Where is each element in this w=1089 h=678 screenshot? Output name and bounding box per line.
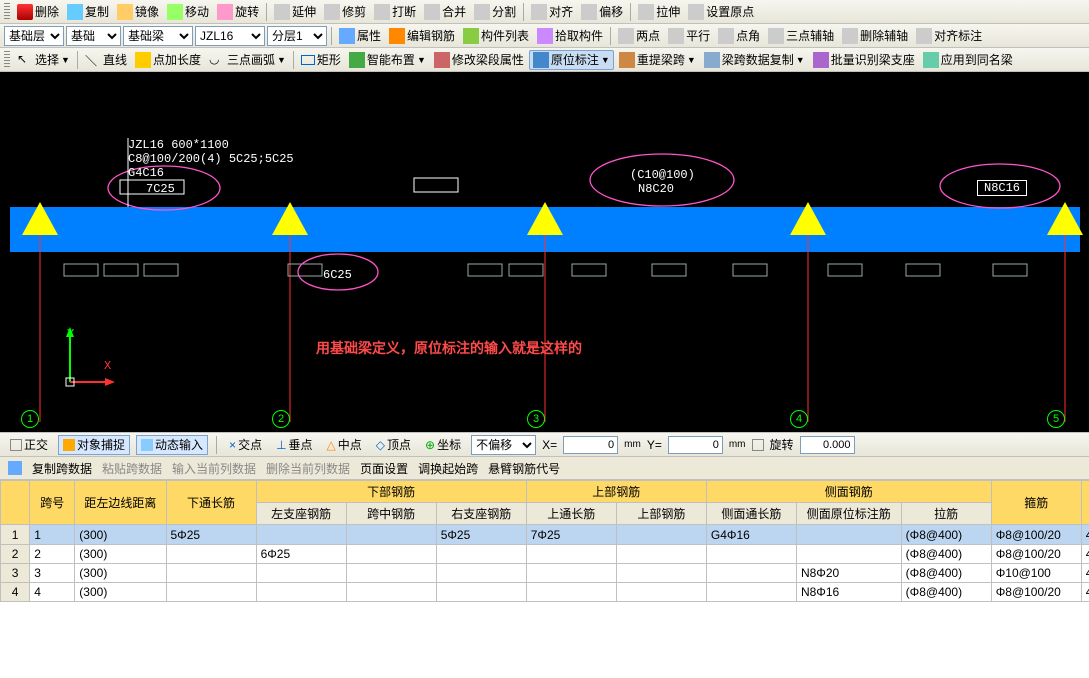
btn-origin[interactable]: 设置原点	[685, 2, 757, 22]
data-grid[interactable]: 跨号距左边线距离下通长筋下部钢筋上部钢筋侧面钢筋箍筋肢数次梁宽度左支座钢筋跨中钢…	[0, 480, 1089, 678]
chk-perp[interactable]: ⊥垂点	[272, 435, 316, 455]
x-input[interactable]	[563, 436, 618, 454]
chk-osnap[interactable]: 对象捕捉	[58, 435, 130, 455]
axis-circle-4: 4	[790, 410, 808, 428]
note-n8c16: N8C16	[977, 180, 1027, 196]
btn-pick[interactable]: 拾取构件	[534, 26, 606, 46]
beam-label-3: G4C16	[128, 166, 164, 180]
sel-offset[interactable]: 不偏移	[471, 435, 536, 455]
btn-line[interactable]: ＼直线	[82, 50, 130, 70]
btn-select[interactable]: ↖选择▼	[14, 50, 73, 70]
btn-aligndim[interactable]: 对齐标注	[913, 26, 985, 46]
btn-align[interactable]: 对齐	[528, 2, 576, 22]
axis-circle-3: 3	[527, 410, 545, 428]
btn-inplace[interactable]: 原位标注▼	[529, 50, 614, 70]
btn-trim[interactable]: 修剪	[321, 2, 369, 22]
chk-mid[interactable]: △中点	[323, 435, 366, 455]
tt-copy[interactable]: 复制跨数据	[32, 460, 92, 477]
btn-rect[interactable]: 矩形	[298, 50, 344, 70]
btn-move[interactable]: 移动	[164, 2, 212, 22]
btn-props[interactable]: 属性	[336, 26, 384, 46]
beam-label-4: 7C25	[146, 182, 175, 196]
btn-split[interactable]: 分割	[471, 2, 519, 22]
btn-join[interactable]: 合并	[421, 2, 469, 22]
btn-editrebar[interactable]: 编辑钢筋	[386, 26, 458, 46]
tt-cant[interactable]: 悬臂钢筋代号	[488, 460, 560, 477]
tt-paste[interactable]: 粘贴跨数据	[102, 460, 162, 477]
chk-int[interactable]: ×交点	[225, 435, 266, 455]
note-c10: (C10@100)	[630, 168, 695, 182]
btn-offset[interactable]: 偏移	[578, 2, 626, 22]
sel-type[interactable]: 基础梁	[123, 26, 193, 46]
tt-delcol[interactable]: 删除当前列数据	[266, 460, 350, 477]
chk-end[interactable]: ◇顶点	[372, 435, 415, 455]
x-label: X=	[542, 438, 557, 452]
btn-copyspan[interactable]: 梁跨数据复制▼	[701, 50, 808, 70]
sel-layer[interactable]: 分层1	[267, 26, 327, 46]
tt-input[interactable]: 输入当前列数据	[172, 460, 256, 477]
axis-circle-1: 1	[21, 410, 39, 428]
table-row[interactable]: 22(300)6Φ25(Φ8@400)Φ8@100/204	[1, 545, 1089, 564]
beam-label-2: C8@100/200(4) 5C25;5C25	[128, 152, 294, 166]
btn-2pt[interactable]: 两点	[615, 26, 663, 46]
drawing-canvas[interactable]: JZL16 600*1100 C8@100/200(4) 5C25;5C25 G…	[0, 72, 1089, 432]
status-bar: 正交 对象捕捉 动态输入 ×交点 ⊥垂点 △中点 ◇顶点 ⊕坐标 不偏移 X= …	[0, 432, 1089, 456]
btn-batchsup[interactable]: 批量识别梁支座	[810, 50, 918, 70]
table-icon	[8, 461, 22, 475]
btn-delaxis[interactable]: 删除辅轴	[839, 26, 911, 46]
table-row[interactable]: 33(300)N8Φ20(Φ8@400)Φ10@1004	[1, 564, 1089, 583]
tt-swap[interactable]: 调换起始跨	[418, 460, 478, 477]
btn-stretch[interactable]: 拉伸	[635, 2, 683, 22]
btn-break[interactable]: 打断	[371, 2, 419, 22]
btn-ptang[interactable]: 点角	[715, 26, 763, 46]
btn-modseg[interactable]: 修改梁段属性	[431, 50, 527, 70]
chk-rotate[interactable]	[752, 439, 764, 451]
btn-respan[interactable]: 重提梁跨▼	[616, 50, 699, 70]
y-input[interactable]	[668, 436, 723, 454]
chk-dyn[interactable]: 动态输入	[136, 435, 208, 455]
rot-label: 旋转	[770, 436, 794, 453]
btn-del[interactable]: 删除	[14, 2, 62, 22]
note-n8c20: N8C20	[638, 182, 674, 196]
table-row[interactable]: 11(300)5Φ255Φ257Φ25G4Φ16(Φ8@400)Φ8@100/2…	[1, 525, 1089, 545]
axis-y-label: Y	[67, 327, 74, 341]
chk-ortho[interactable]: 正交	[6, 435, 52, 455]
rot-input[interactable]	[800, 436, 855, 454]
table-toolbar: 复制跨数据 粘贴跨数据 输入当前列数据 删除当前列数据 页面设置 调换起始跨 悬…	[0, 456, 1089, 480]
sel-floor[interactable]: 基础层	[4, 26, 64, 46]
beam-label-1: JZL16 600*1100	[128, 138, 229, 152]
red-annotation: 用基础梁定义，原位标注的输入就是这样的	[316, 338, 582, 358]
toolbar-draw: ↖选择▼ ＼直线 点加长度 ◡三点画弧▼ 矩形 智能布置▼ 修改梁段属性 原位标…	[0, 48, 1089, 72]
btn-copy[interactable]: 复制	[64, 2, 112, 22]
tt-page[interactable]: 页面设置	[360, 460, 408, 477]
btn-3ptaxis[interactable]: 三点辅轴	[765, 26, 837, 46]
btn-rotate[interactable]: 旋转	[214, 2, 262, 22]
btn-smart[interactable]: 智能布置▼	[346, 50, 429, 70]
btn-3ptarc[interactable]: ◡三点画弧▼	[206, 50, 289, 70]
btn-mirror[interactable]: 镜像	[114, 2, 162, 22]
box-6c25: 6C25	[323, 268, 352, 282]
axis-x-label: X	[104, 359, 111, 373]
toolbar-selects: 基础层 基础 基础梁 JZL16 分层1 属性 编辑钢筋 构件列表 拾取构件 两…	[0, 24, 1089, 48]
axis-circle-2: 2	[272, 410, 290, 428]
btn-ptlen[interactable]: 点加长度	[132, 50, 204, 70]
axis-circle-5: 5	[1047, 410, 1065, 428]
toolbar-edit: 删除 复制 镜像 移动 旋转 延伸 修剪 打断 合并 分割 对齐 偏移 拉伸 设…	[0, 0, 1089, 24]
btn-extend[interactable]: 延伸	[271, 2, 319, 22]
btn-applysame[interactable]: 应用到同名梁	[920, 50, 1016, 70]
sel-member[interactable]: JZL16	[195, 26, 265, 46]
chk-coord[interactable]: ⊕坐标	[421, 435, 465, 455]
btn-parallel[interactable]: 平行	[665, 26, 713, 46]
sel-cat[interactable]: 基础	[66, 26, 121, 46]
btn-list[interactable]: 构件列表	[460, 26, 532, 46]
table-row[interactable]: 44(300)N8Φ16(Φ8@400)Φ8@100/204	[1, 583, 1089, 602]
y-label: Y=	[647, 438, 662, 452]
